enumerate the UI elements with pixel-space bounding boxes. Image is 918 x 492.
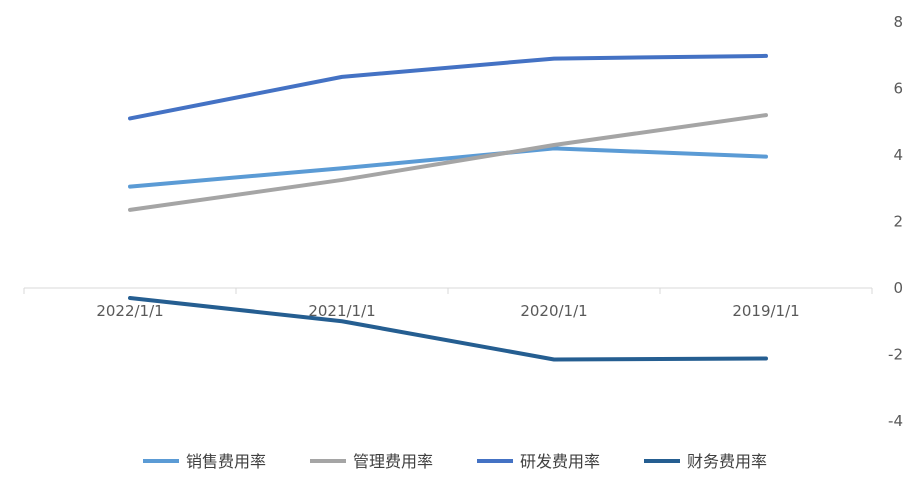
series-layer (128, 53, 768, 362)
y-tick-label: 0 (893, 279, 903, 297)
x-tick-label: 2021/1/1 (308, 302, 375, 320)
y-axis: -4 -2 0 2 4 6 8 (888, 13, 903, 430)
x-tick-label: 2019/1/1 (732, 302, 799, 320)
legend-label: 财务费用率 (687, 452, 767, 471)
legend-label: 销售费用率 (186, 452, 266, 471)
y-tick-label: -4 (888, 412, 903, 430)
y-tick-label: 6 (893, 80, 903, 98)
y-tick-label: 4 (893, 146, 903, 164)
series-line-0 (128, 146, 768, 189)
series-line-1 (128, 113, 768, 212)
x-tick-label: 2020/1/1 (520, 302, 587, 320)
series-line-3 (128, 295, 768, 362)
x-axis: 2022/1/1 2021/1/1 2020/1/1 2019/1/1 (23, 287, 873, 320)
y-tick-label: -2 (888, 346, 903, 364)
series-line-2 (128, 53, 768, 121)
y-tick-label: 8 (893, 13, 903, 31)
y-tick-label: 2 (893, 213, 903, 231)
legend-label: 研发费用率 (520, 452, 600, 471)
legend: 销售费用率 管理费用率 研发费用率 财务费用率 (143, 452, 767, 471)
x-tick-label: 2022/1/1 (96, 302, 163, 320)
legend-label: 管理费用率 (353, 452, 433, 471)
